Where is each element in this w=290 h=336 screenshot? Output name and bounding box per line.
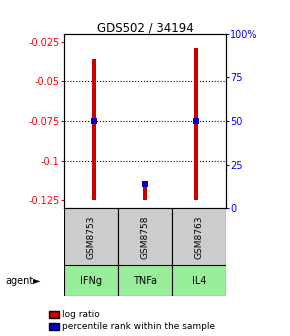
Text: percentile rank within the sample: percentile rank within the sample [62, 322, 215, 331]
Bar [143, 181, 147, 200]
Bar [64, 208, 118, 265]
Text: GDS502 / 34194: GDS502 / 34194 [97, 22, 193, 35]
Text: ►: ► [33, 276, 41, 286]
Text: GSM8753: GSM8753 [86, 215, 95, 259]
Bar [64, 265, 118, 296]
Text: TNFa: TNFa [133, 276, 157, 286]
Bar [172, 208, 226, 265]
Bar [194, 48, 197, 200]
Bar [118, 265, 172, 296]
Text: agent: agent [6, 276, 34, 286]
Bar [172, 265, 226, 296]
Bar [93, 59, 96, 200]
Bar [118, 208, 172, 265]
Text: IFNg: IFNg [80, 276, 102, 286]
Text: GSM8763: GSM8763 [195, 215, 204, 259]
Text: IL4: IL4 [192, 276, 206, 286]
Text: GSM8758: GSM8758 [140, 215, 150, 259]
Text: log ratio: log ratio [62, 310, 100, 319]
